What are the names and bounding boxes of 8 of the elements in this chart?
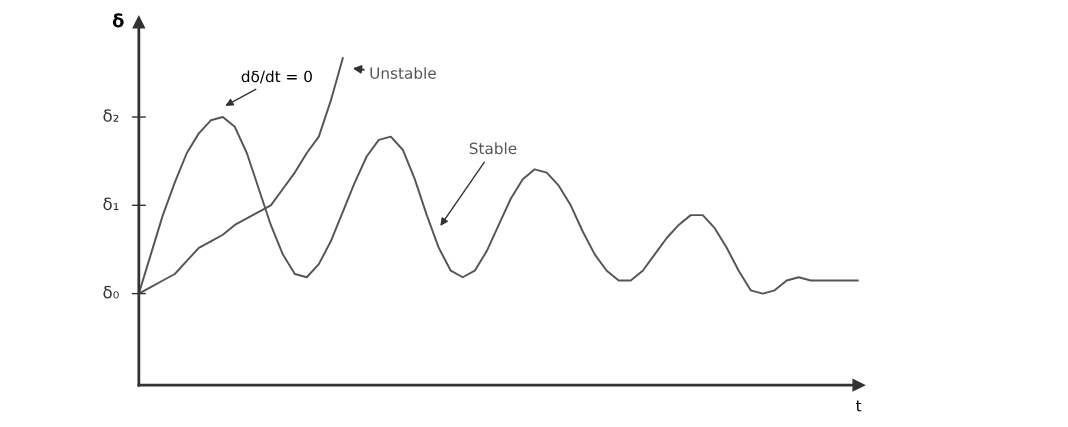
text: δ₂ <box>103 109 119 122</box>
text: δ₁ <box>103 197 119 211</box>
annotation: dδ/dt = 0 <box>241 70 312 84</box>
series-label: Unstable <box>370 67 436 79</box>
text: δ₀ <box>103 285 119 299</box>
x-axis-title: t <box>856 400 862 412</box>
y-axis-title: δ <box>112 13 124 28</box>
series-label: Stable <box>469 142 517 155</box>
